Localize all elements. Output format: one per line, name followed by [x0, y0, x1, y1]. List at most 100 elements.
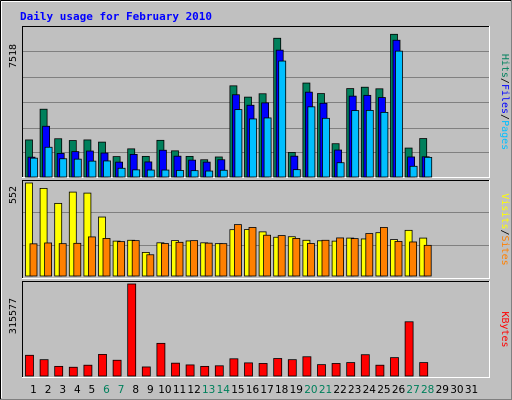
bar-pages-day-13	[205, 170, 214, 178]
bar-pages-day-2	[44, 146, 53, 178]
bar-sites-day-20	[306, 243, 315, 277]
bar-sites-day-10	[160, 243, 169, 277]
bar-kbytes-day-12	[185, 364, 195, 377]
bar-kbytes-day-7	[112, 359, 122, 377]
bar-sites-day-22	[336, 237, 345, 277]
x-tick-7: 7	[118, 384, 125, 396]
bar-kbytes-day-1	[25, 354, 34, 377]
x-tick-14: 14	[217, 384, 231, 396]
x-tick-27: 27	[406, 384, 419, 396]
legend-files: Files	[499, 84, 510, 114]
bar-visits-day-3	[54, 202, 63, 277]
bar-kbytes-day-6	[98, 354, 107, 377]
bar-kbytes-day-22	[331, 363, 341, 377]
bar-sites-day-18	[277, 235, 286, 277]
bar-kbytes-day-19	[287, 359, 297, 377]
bar-sites-day-2	[44, 242, 52, 277]
bar-pages-day-25	[380, 111, 389, 178]
x-tick-18: 18	[275, 384, 288, 396]
bar-sites-day-6	[102, 238, 111, 277]
bar-pages-day-7	[117, 167, 126, 178]
bar-sites-day-12	[190, 240, 199, 277]
x-tick-3: 3	[59, 384, 66, 396]
bar-pages-day-24	[365, 110, 374, 178]
x-tick-8: 8	[132, 384, 139, 396]
bar-kbytes-day-20	[302, 356, 312, 377]
panel-middle: 552 Visits/Sites	[8, 180, 510, 279]
bar-pages-day-6	[103, 160, 111, 178]
x-tick-2: 2	[45, 384, 52, 396]
bar-sites-day-28	[423, 244, 432, 277]
panel-bottom: 315577 KBytes	[8, 281, 510, 378]
x-tick-20: 20	[304, 384, 317, 396]
bar-sites-day-24	[365, 233, 374, 277]
x-tick-23: 23	[348, 384, 361, 396]
bar-kbytes-day-9	[141, 366, 151, 377]
bar-pages-day-10	[161, 169, 170, 178]
chart-title: Daily usage for February 2010	[20, 10, 212, 23]
bar-pages-day-26	[395, 50, 403, 178]
legend-sites: Sites	[499, 236, 510, 266]
legend-separator: /	[499, 229, 510, 235]
bar-sites-day-25	[379, 227, 388, 277]
bar-pages-day-23	[351, 110, 360, 178]
bar-pages-day-8	[132, 169, 141, 178]
x-tick-12: 12	[187, 384, 200, 396]
x-tick-1: 1	[30, 384, 37, 396]
bar-kbytes-day-8	[127, 283, 137, 377]
bar-sites-day-11	[175, 241, 184, 277]
x-tick-6: 6	[103, 384, 110, 396]
bar-kbytes-day-13	[200, 365, 210, 377]
bar-pages-day-11	[176, 170, 184, 178]
x-tick-16: 16	[246, 384, 260, 396]
bar-visits-day-1	[25, 182, 33, 277]
bar-sites-day-3	[58, 243, 67, 277]
bar-pages-day-19	[292, 169, 301, 178]
bar-kbytes-day-16	[244, 362, 253, 377]
panel-top-legend: Hits/Files/Pages	[499, 54, 510, 150]
x-tick-4: 4	[74, 384, 81, 396]
panel-bottom-max-label: 315577	[8, 298, 19, 334]
bar-sites-day-5	[88, 236, 96, 277]
legend-hits: Hits	[499, 54, 510, 78]
bar-kbytes-day-4	[68, 366, 78, 377]
bar-pages-day-27	[409, 165, 418, 178]
x-tick-13: 13	[202, 384, 215, 396]
bar-kbytes-day-28	[419, 362, 429, 377]
legend-separator: /	[499, 78, 510, 84]
bar-kbytes-day-24	[360, 354, 370, 377]
bar-sites-day-15	[233, 224, 242, 277]
x-tick-24: 24	[363, 384, 377, 396]
bar-kbytes-day-23	[346, 362, 356, 377]
bar-sites-day-19	[292, 238, 301, 277]
bar-sites-day-8	[131, 240, 140, 277]
panel-bottom-legend: KBytes	[499, 311, 510, 347]
legend-kbytes: KBytes	[499, 311, 510, 347]
legend-pages: Pages	[499, 120, 510, 150]
bar-kbytes-day-17	[258, 363, 268, 377]
x-tick-30: 30	[450, 384, 463, 396]
bar-kbytes-day-2	[39, 359, 49, 377]
x-tick-11: 11	[173, 384, 186, 396]
bar-kbytes-day-11	[171, 362, 180, 377]
bar-kbytes-day-21	[317, 364, 326, 377]
x-tick-31: 31	[465, 384, 478, 396]
x-tick-21: 21	[319, 384, 332, 396]
bar-pages-day-16	[249, 118, 257, 178]
bar-pages-day-18	[278, 60, 287, 178]
bar-pages-day-17	[263, 117, 272, 178]
bar-kbytes-day-26	[390, 357, 399, 377]
bar-sites-day-1	[29, 243, 38, 277]
bar-pages-day-14	[219, 169, 228, 178]
panel-middle-legend: Visits/Sites	[499, 193, 510, 265]
x-tick-22: 22	[333, 384, 346, 396]
bar-pages-day-28	[424, 156, 433, 178]
bar-sites-day-21	[321, 239, 330, 277]
x-tick-15: 15	[231, 384, 244, 396]
legend-separator: /	[499, 114, 510, 120]
bar-pages-day-21	[322, 117, 330, 178]
x-tick-26: 26	[392, 384, 406, 396]
bar-pages-day-22	[336, 162, 345, 178]
